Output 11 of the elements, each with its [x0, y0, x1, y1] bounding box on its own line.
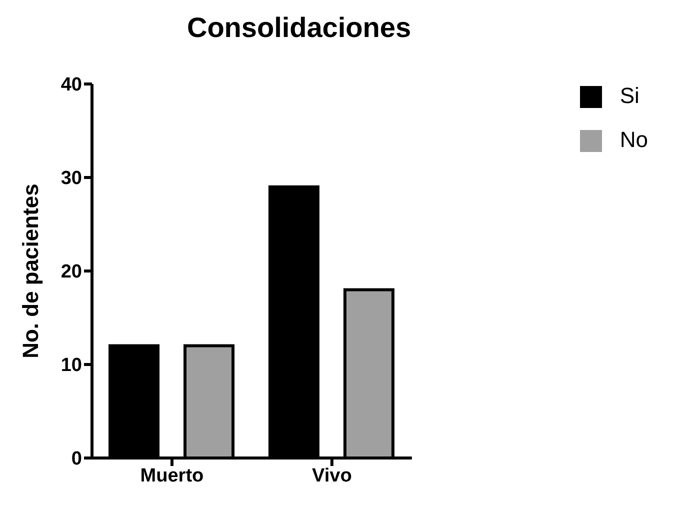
y-tick-label: 40: [60, 74, 82, 96]
x-tick-label: Muerto: [140, 465, 204, 486]
chart-title: Consolidaciones: [186, 12, 412, 44]
y-tick-label: 30: [60, 168, 82, 190]
x-tick-label: Vivo: [312, 465, 352, 486]
y-tick-label: 20: [60, 262, 82, 283]
legend-label: Si: [620, 83, 640, 108]
y-tick-label: 10: [60, 355, 82, 376]
legend-label: No: [620, 127, 648, 152]
y-axis-title: No. de pacientes: [18, 184, 43, 358]
y-tick-label: 0: [71, 448, 82, 470]
